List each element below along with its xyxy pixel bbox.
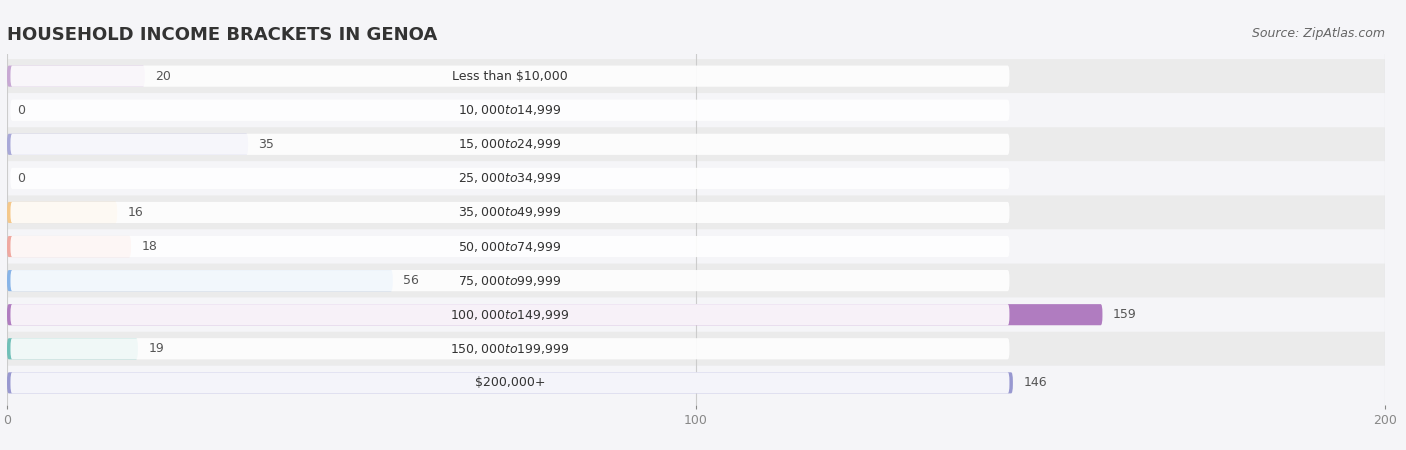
FancyBboxPatch shape <box>7 93 1385 127</box>
FancyBboxPatch shape <box>7 264 1385 297</box>
FancyBboxPatch shape <box>10 304 1010 325</box>
FancyBboxPatch shape <box>10 99 1010 121</box>
FancyBboxPatch shape <box>7 59 1385 93</box>
FancyBboxPatch shape <box>10 236 1010 257</box>
Text: $75,000 to $99,999: $75,000 to $99,999 <box>458 274 562 288</box>
FancyBboxPatch shape <box>7 236 131 257</box>
FancyBboxPatch shape <box>10 168 1010 189</box>
FancyBboxPatch shape <box>10 66 1010 87</box>
Text: 159: 159 <box>1112 308 1136 321</box>
Text: 35: 35 <box>259 138 274 151</box>
FancyBboxPatch shape <box>7 304 1102 325</box>
Text: 0: 0 <box>17 172 25 185</box>
Text: $35,000 to $49,999: $35,000 to $49,999 <box>458 206 562 220</box>
Text: $50,000 to $74,999: $50,000 to $74,999 <box>458 239 562 253</box>
FancyBboxPatch shape <box>7 134 249 155</box>
Text: 146: 146 <box>1024 376 1047 389</box>
FancyBboxPatch shape <box>7 230 1385 264</box>
FancyBboxPatch shape <box>10 134 1010 155</box>
Text: 16: 16 <box>128 206 143 219</box>
Text: $10,000 to $14,999: $10,000 to $14,999 <box>458 103 562 117</box>
FancyBboxPatch shape <box>7 162 1385 195</box>
Text: 19: 19 <box>148 342 165 355</box>
Text: Source: ZipAtlas.com: Source: ZipAtlas.com <box>1251 27 1385 40</box>
Text: HOUSEHOLD INCOME BRACKETS IN GENOA: HOUSEHOLD INCOME BRACKETS IN GENOA <box>7 26 437 44</box>
FancyBboxPatch shape <box>7 127 1385 162</box>
FancyBboxPatch shape <box>10 372 1010 393</box>
Text: $100,000 to $149,999: $100,000 to $149,999 <box>450 308 569 322</box>
FancyBboxPatch shape <box>7 372 1012 393</box>
FancyBboxPatch shape <box>7 195 1385 230</box>
FancyBboxPatch shape <box>10 338 1010 360</box>
FancyBboxPatch shape <box>7 366 1385 400</box>
FancyBboxPatch shape <box>7 202 117 223</box>
FancyBboxPatch shape <box>7 332 1385 366</box>
Text: $25,000 to $34,999: $25,000 to $34,999 <box>458 171 562 185</box>
FancyBboxPatch shape <box>10 270 1010 291</box>
FancyBboxPatch shape <box>7 270 392 291</box>
Text: 20: 20 <box>155 70 172 83</box>
Text: $200,000+: $200,000+ <box>475 376 546 389</box>
FancyBboxPatch shape <box>7 66 145 87</box>
Text: 18: 18 <box>142 240 157 253</box>
Text: Less than $10,000: Less than $10,000 <box>453 70 568 83</box>
Text: 0: 0 <box>17 104 25 117</box>
Text: $150,000 to $199,999: $150,000 to $199,999 <box>450 342 569 356</box>
FancyBboxPatch shape <box>7 297 1385 332</box>
Text: 56: 56 <box>404 274 419 287</box>
Text: $15,000 to $24,999: $15,000 to $24,999 <box>458 137 562 151</box>
FancyBboxPatch shape <box>10 202 1010 223</box>
FancyBboxPatch shape <box>7 338 138 360</box>
